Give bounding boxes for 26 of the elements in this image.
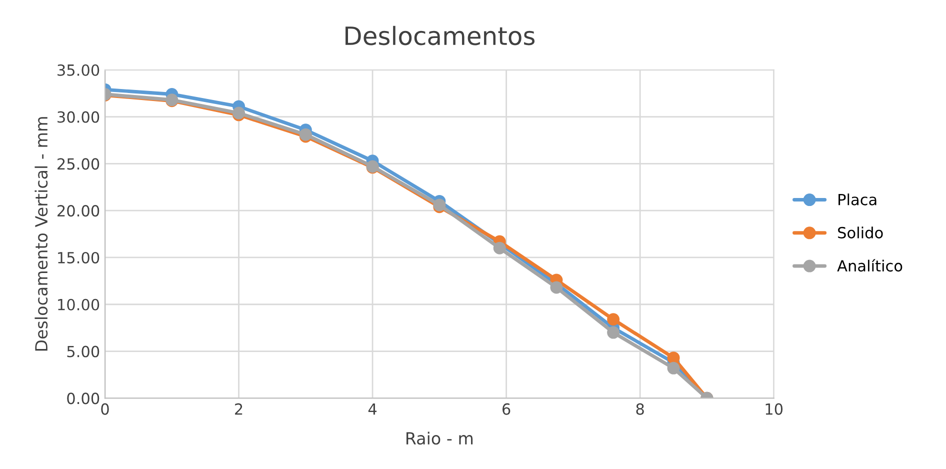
point [607, 313, 620, 326]
y-axis-title: Deslocamento Vertical - mm [34, 117, 48, 351]
chart-title: Deslocamentos [346, 26, 535, 46]
y-tick-label: 0.00 [67, 392, 100, 404]
x-tick-label: 8 [636, 403, 644, 415]
point [667, 352, 680, 364]
y-tick-label: 30.00 [58, 111, 100, 123]
y-tick-label: 35.00 [58, 64, 100, 76]
y-tick-label: 15.00 [58, 252, 100, 264]
y-tick-label: 10.00 [58, 298, 100, 310]
y-tick-label: 25.00 [58, 158, 100, 170]
point [493, 242, 506, 254]
point [667, 362, 680, 374]
x-axis-title: Raio - m [406, 432, 473, 445]
x-tick-label: 10 [766, 403, 783, 415]
legend-label: Placa [838, 194, 876, 206]
x-tick-label: 6 [502, 403, 510, 415]
y-tick-label: 20.00 [58, 205, 100, 217]
x-tick-label: 4 [368, 404, 377, 415]
x-tick-label: 0 [101, 403, 109, 415]
y-tick-label: 5.00 [67, 346, 100, 358]
point [607, 326, 620, 339]
point [550, 281, 563, 294]
x-tick-label: 2 [235, 403, 242, 415]
legend-label: Solido [838, 226, 883, 238]
legend-label: Analítico [837, 259, 902, 272]
